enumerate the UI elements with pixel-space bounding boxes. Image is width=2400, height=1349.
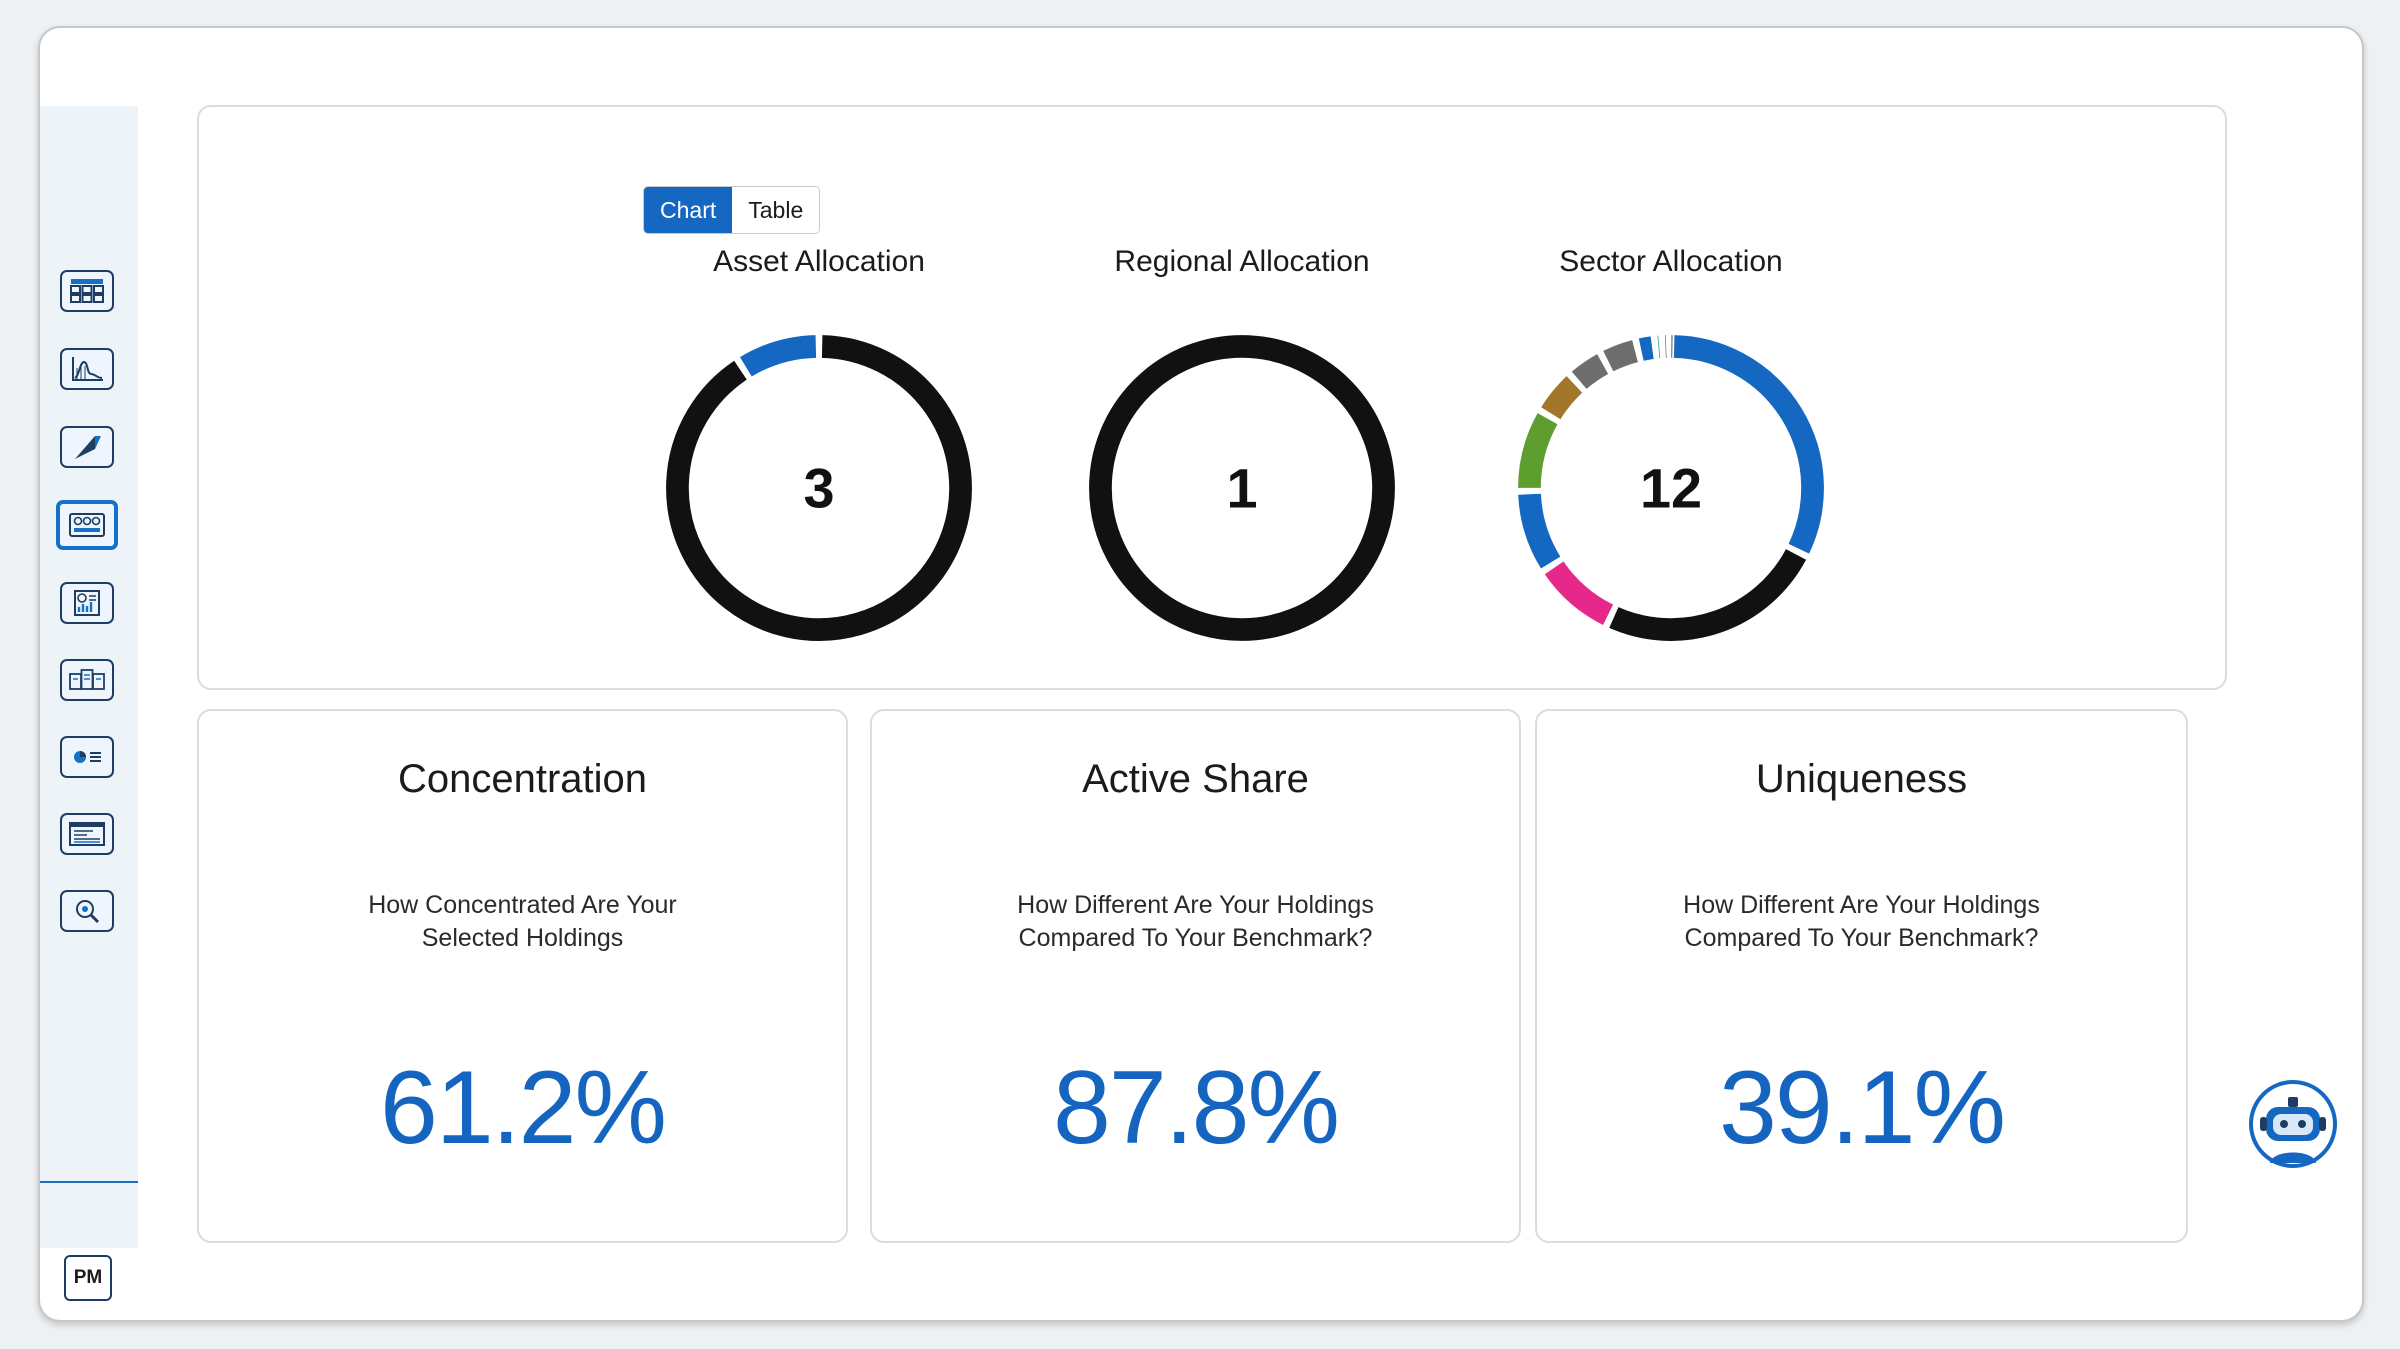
sidebar-item-pie-list[interactable] — [60, 736, 114, 778]
concentration-value: 61.2% — [380, 1050, 667, 1166]
donut-segment[interactable] — [1673, 335, 1824, 554]
view-toggle: Chart Table — [643, 186, 821, 234]
allocation-card: Chart Table Asset Allocation 3 Regional … — [197, 105, 2227, 690]
uniqueness-description: How Different Are Your Holdings Compared… — [1577, 889, 2146, 955]
donut-segment[interactable] — [1544, 561, 1614, 625]
active-share-title: Active Share — [1082, 757, 1309, 801]
concentration-title: Concentration — [397, 757, 648, 801]
sidebar-item-dashboard[interactable] — [56, 500, 118, 550]
concentration-description-line2: Selected Holdings — [421, 924, 624, 952]
sidebar-divider — [40, 1181, 138, 1183]
sidebar-item-report[interactable] — [60, 582, 114, 624]
sidebar-item-line-chart[interactable] — [60, 348, 114, 390]
user-avatar-button[interactable]: PM — [64, 1255, 112, 1301]
donut-segment[interactable] — [1638, 336, 1654, 361]
donut-segment[interactable] — [1609, 548, 1807, 641]
asset-allocation-donut[interactable]: 3 — [664, 333, 974, 643]
sidebar-item-shape[interactable] — [60, 426, 114, 468]
concentration-description-line1: How Concentrated Are Your — [368, 891, 677, 919]
regional-allocation-donut[interactable]: 1 — [1087, 333, 1397, 643]
uniqueness-value: 39.1% — [1719, 1050, 2006, 1166]
donut-segment[interactable] — [1518, 493, 1561, 569]
sector-allocation-donut[interactable]: 12 — [1516, 333, 1826, 643]
asset-allocation-count: 3 — [803, 457, 834, 520]
sidebar-item-search[interactable] — [60, 890, 114, 932]
regional-allocation-count: 1 — [1226, 457, 1257, 520]
uniqueness-title: Uniqueness — [1755, 757, 1968, 801]
sidebar-item-documents[interactable] — [60, 659, 114, 701]
donut-segment[interactable] — [666, 335, 972, 641]
concentration-card: Concentration How Concentrated Are Your … — [197, 709, 848, 1243]
active-share-value: 87.8% — [1053, 1050, 1340, 1166]
donut-segment[interactable] — [1089, 335, 1395, 641]
panel-dashboard-icon — [69, 513, 105, 537]
donut-segment[interactable] — [739, 335, 817, 377]
regional-allocation-title: Regional Allocation — [1114, 245, 1370, 278]
search-analyze-icon — [76, 900, 100, 924]
sector-allocation-count: 12 — [1640, 457, 1702, 520]
sector-allocation-title: Sector Allocation — [1559, 245, 1783, 278]
chart-view-button[interactable]: Chart — [644, 187, 733, 233]
table-view-button[interactable]: Table — [732, 187, 820, 233]
active-share-card: Active Share How Different Are Your Hold… — [870, 709, 1521, 1243]
sidebar: PM — [40, 106, 138, 1301]
uniqueness-card: Uniqueness How Different Are Your Holdin… — [1535, 709, 2188, 1243]
app-window: PM Chart Table Asset Allocation 3 Region… — [38, 26, 2364, 1322]
pie-list-icon — [74, 751, 101, 763]
donut-segment[interactable] — [1518, 413, 1558, 489]
triangle-shape-icon — [75, 436, 101, 459]
line-chart-icon — [72, 357, 103, 381]
report-chart-icon — [74, 590, 100, 616]
donut-segment[interactable] — [1603, 340, 1639, 372]
text-lines-icon — [69, 822, 105, 846]
documents-icon — [69, 669, 105, 690]
concentration-description: How Concentrated Are Your Selected Holdi… — [239, 889, 806, 955]
active-share-description-line1: How Different Are Your Holdings — [1017, 891, 1374, 919]
uniqueness-description-line2: Compared To Your Benchmark? — [1684, 924, 2039, 952]
sidebar-item-grid[interactable] — [60, 270, 114, 312]
sidebar-item-text[interactable] — [60, 813, 114, 855]
active-share-description: How Different Are Your Holdings Compared… — [912, 889, 1479, 955]
asset-allocation-title: Asset Allocation — [713, 245, 925, 278]
donut-segment[interactable] — [1571, 354, 1609, 390]
uniqueness-description-line1: How Different Are Your Holdings — [1683, 891, 2040, 919]
assistant-bot-button[interactable] — [2248, 1079, 2338, 1169]
grid-table-icon — [70, 279, 104, 303]
active-share-description-line2: Compared To Your Benchmark? — [1018, 924, 1373, 952]
donut-segment[interactable] — [1541, 376, 1583, 420]
